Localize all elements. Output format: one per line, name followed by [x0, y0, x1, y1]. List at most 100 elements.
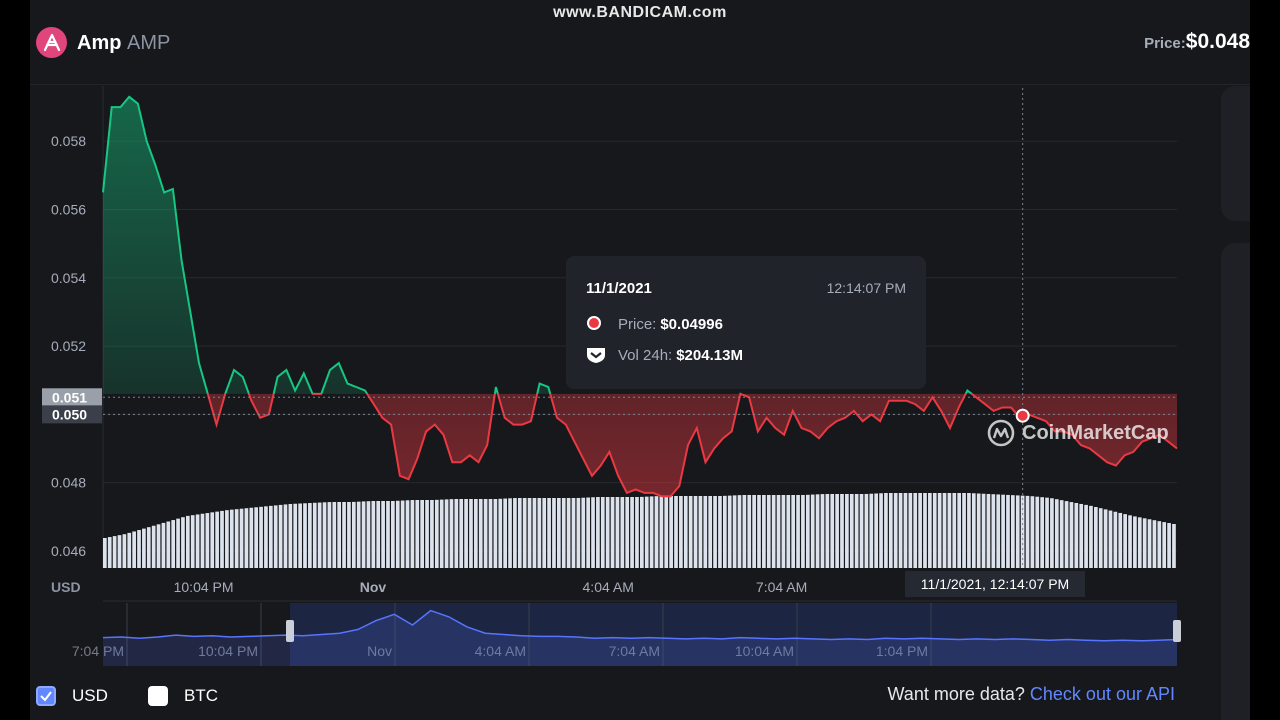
volume-bar	[879, 493, 883, 568]
volume-bar	[718, 496, 722, 568]
volume-bar	[932, 493, 937, 568]
volume-bar	[644, 496, 649, 568]
volume-bar	[1064, 501, 1069, 568]
tooltip-price-row: Price: $0.04996	[618, 316, 723, 333]
volume-bar	[342, 502, 346, 568]
volume-bar	[552, 498, 556, 568]
volume-bar	[410, 500, 415, 568]
volume-bar	[786, 495, 791, 568]
volume-bar	[908, 493, 913, 568]
volume-bar	[898, 493, 903, 568]
volume-bar	[952, 493, 957, 568]
range-navigator[interactable]: 7:04 PM 10:04 PM Nov 4:04 AM 7:04 AM 10:04 AM…	[72, 600, 1181, 666]
volume-bar	[776, 495, 781, 568]
volume-bar	[903, 493, 908, 568]
volume-bar	[1142, 518, 1147, 568]
volume-bar	[947, 493, 952, 568]
volume-bar	[434, 499, 439, 568]
navigator-label: 10:04 PM	[198, 643, 258, 659]
volume-bar	[537, 498, 542, 568]
volume-bar	[107, 537, 112, 568]
volume-bar	[220, 510, 224, 568]
volume-bar	[1089, 505, 1093, 568]
volume-bar	[225, 510, 229, 568]
volume-bar	[874, 493, 879, 568]
volume-bar	[337, 502, 342, 568]
price-area-up	[103, 96, 972, 394]
volume-bar	[747, 495, 752, 568]
crosshair	[1015, 88, 1030, 568]
volume-bar	[366, 501, 371, 568]
volume-bar	[386, 501, 390, 568]
volume-bar	[405, 500, 410, 568]
volume-bar	[815, 494, 820, 568]
y-tick-label: 0.048	[51, 475, 86, 491]
volume-bar	[322, 502, 327, 568]
crosshair-time-label: 11/1/2021, 12:14:07 PM	[905, 571, 1085, 597]
y-tick-label: 0.046	[51, 543, 86, 559]
coinmarketcap-text: CoinMarketCap	[1022, 421, 1169, 444]
price-marker-box	[42, 388, 102, 407]
volume-bar	[976, 493, 981, 568]
volume-bar	[327, 502, 332, 568]
volume-bar	[971, 493, 976, 568]
tooltip-time: 12:14:07 PM	[826, 280, 906, 296]
volume-bar	[576, 497, 581, 568]
btc-checkbox[interactable]	[148, 686, 168, 706]
volume-bar	[674, 496, 678, 568]
volume-bar	[810, 494, 815, 568]
x-tick-label: 10:04 PM	[174, 579, 234, 595]
volume-bar	[893, 493, 898, 568]
volume-bar	[498, 498, 503, 568]
checkmark-icon	[40, 691, 52, 702]
usd-label[interactable]: USD	[72, 686, 108, 705]
volume-bar	[205, 513, 210, 568]
volume-bar	[996, 494, 1001, 568]
navigator-handle[interactable]	[286, 620, 294, 642]
volume-bar	[229, 509, 234, 568]
api-link[interactable]: Check out our API	[1029, 684, 1175, 704]
volume-bar	[513, 498, 517, 568]
volume-bar	[1157, 521, 1162, 568]
volume-bar	[522, 498, 527, 568]
volume-bar	[600, 497, 605, 568]
volume-bar	[137, 530, 141, 568]
navigator-label: 1:04 PM	[876, 643, 928, 659]
coinmarketcap-logo-icon	[987, 419, 1015, 447]
price-chart[interactable]: 0.046 0.048 0.050 0.052 0.054 0.056 0.058 0.05…	[30, 0, 1220, 720]
volume-bar	[1030, 496, 1035, 568]
volume-bar	[928, 493, 932, 568]
volume-bar	[371, 501, 376, 568]
volume-bar	[1069, 502, 1074, 568]
volume-bar	[830, 494, 835, 568]
volume-bar	[1074, 503, 1079, 568]
volume-bar	[142, 528, 146, 568]
volume-bar	[127, 532, 132, 568]
volume-bar	[1108, 510, 1113, 568]
volume-bar	[625, 497, 630, 568]
volume-bar	[351, 501, 356, 568]
navigator-handle[interactable]	[1173, 620, 1181, 642]
navigator-label: 10:04 AM	[735, 643, 794, 659]
volume-bar	[493, 499, 498, 568]
volume-bar	[1050, 498, 1054, 568]
volume-bar	[991, 494, 996, 568]
volume-bar	[864, 493, 869, 568]
hover-point	[1015, 408, 1030, 423]
tooltip-volume-label: Vol 24h:	[618, 347, 673, 364]
volume-bar	[937, 493, 942, 568]
navigator-label: Nov	[367, 643, 392, 659]
volume-bar	[620, 497, 625, 568]
usd-checkbox[interactable]	[36, 686, 56, 706]
volume-bar	[1084, 504, 1088, 568]
volume-bar	[869, 493, 874, 568]
btc-label[interactable]: BTC	[184, 686, 218, 705]
volume-bar	[415, 500, 420, 568]
volume-bar	[244, 508, 249, 568]
volume-bar	[683, 496, 688, 568]
volume-bar	[654, 496, 659, 568]
volume-bar	[215, 511, 219, 568]
volume-bar	[766, 495, 771, 568]
volume-bar	[444, 499, 449, 568]
